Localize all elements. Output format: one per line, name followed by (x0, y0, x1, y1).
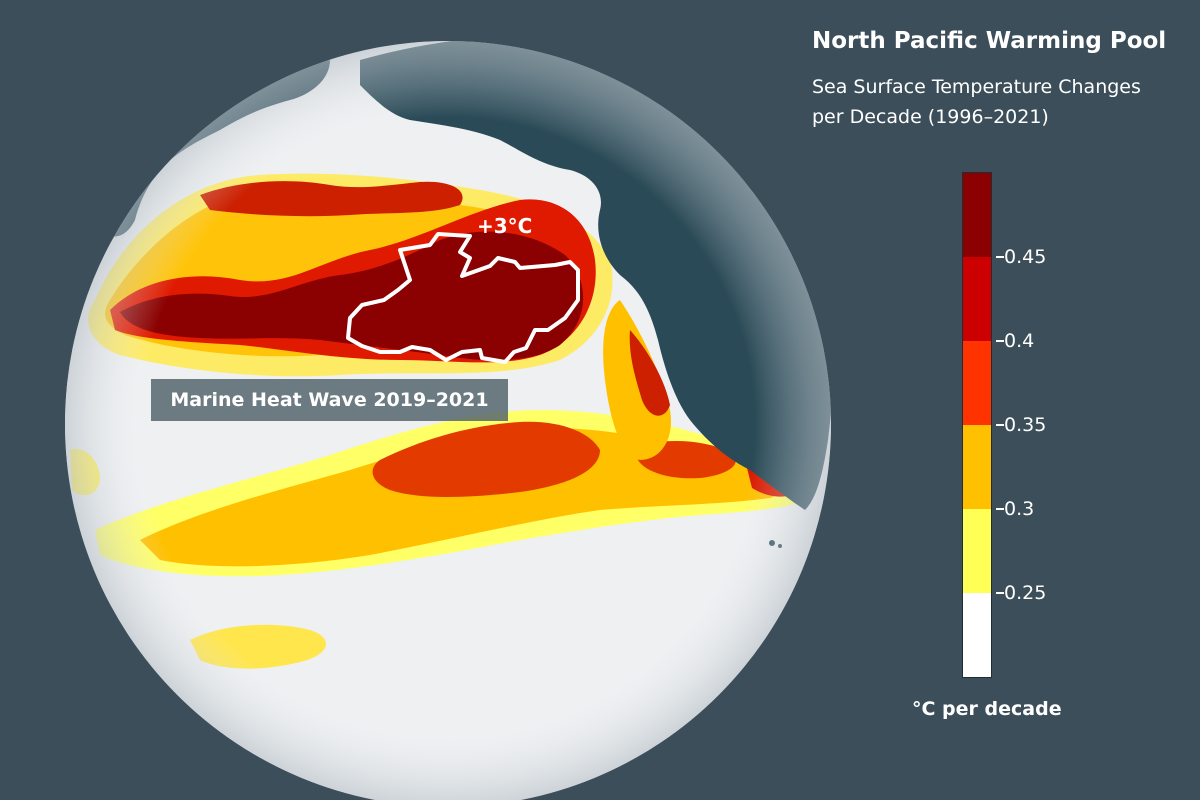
subtitle-line-2: per Decade (1996–2021) (812, 106, 1049, 128)
legend-swatch (963, 173, 991, 257)
subtitle-line-1: Sea Surface Temperature Changes (812, 76, 1141, 98)
legend-tick (996, 424, 1004, 426)
color-legend (962, 172, 992, 678)
legend-swatch (963, 425, 991, 509)
heat-wave-outline (346, 232, 580, 364)
map-subtitle: Sea Surface Temperature Changes per Deca… (812, 72, 1182, 132)
legend-swatch (963, 509, 991, 593)
map-title: North Pacific Warming Pool (812, 28, 1167, 54)
legend-tick-label: 0.35 (1004, 414, 1047, 436)
heat-wave-label: Marine Heat Wave 2019–2021 (151, 379, 508, 421)
legend-swatch (963, 593, 991, 677)
legend-tick-label: 0.4 (1004, 330, 1035, 352)
legend-swatch (963, 257, 991, 341)
legend-tick-label: 0.3 (1004, 498, 1035, 520)
legend-tick (996, 340, 1004, 342)
legend-tick (996, 508, 1004, 510)
legend-swatch (963, 341, 991, 425)
legend-unit: °C per decade (912, 698, 1062, 720)
legend-tick-label: 0.45 (1004, 246, 1047, 268)
peak-anomaly-label: +3°C (477, 214, 533, 238)
legend-tick (996, 592, 1004, 594)
legend-tick-label: 0.25 (1004, 582, 1047, 604)
legend-tick (996, 256, 1004, 258)
